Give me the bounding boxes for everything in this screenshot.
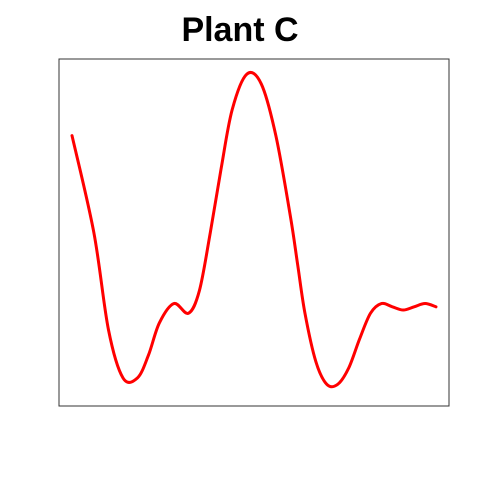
series-line-0 [70,70,438,389]
series-layer [70,70,438,389]
plot-frame [58,58,450,407]
chart-title: Plant C [181,11,299,49]
